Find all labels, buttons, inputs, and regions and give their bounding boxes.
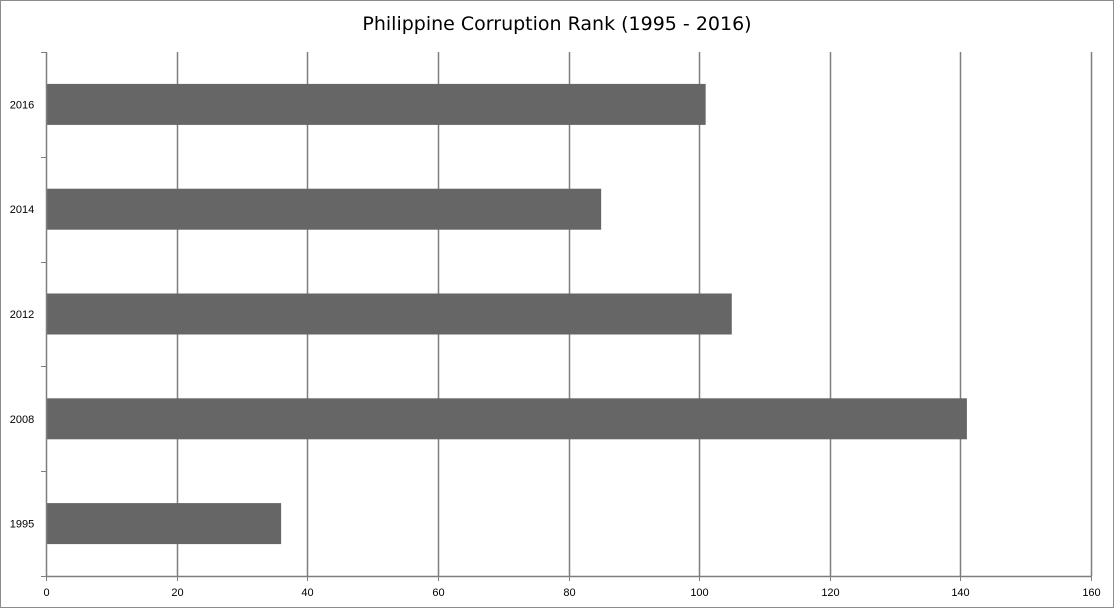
- bar-2012: [47, 293, 732, 335]
- tick-labels: 0 20 40 60 80 100 120 140 160 1995 2008 2012 2014 201…: [10, 99, 1101, 599]
- bar-2008: [47, 398, 967, 440]
- bar-2014: [47, 188, 602, 230]
- bar-2016: [47, 83, 706, 125]
- y-tick-label-2012: 2012: [10, 309, 34, 321]
- chart-title: Philippine Corruption Rank (1995 - 2016): [362, 13, 752, 35]
- x-tick-label-40: 40: [301, 587, 313, 599]
- x-tick-label-100: 100: [690, 587, 708, 599]
- x-tick-label-0: 0: [43, 587, 49, 599]
- x-tick-label-140: 140: [951, 587, 969, 599]
- axes: [41, 52, 1092, 581]
- x-tick-label-80: 80: [563, 587, 575, 599]
- bar-1995: [47, 503, 282, 545]
- x-tick-label-60: 60: [432, 587, 444, 599]
- x-tick-label-160: 160: [1082, 587, 1100, 599]
- y-tick-label-1995: 1995: [10, 519, 34, 531]
- bars: [47, 83, 967, 545]
- y-tick-label-2008: 2008: [10, 414, 34, 426]
- x-tick-label-120: 120: [821, 587, 839, 599]
- x-tick-label-20: 20: [171, 587, 183, 599]
- y-tick-label-2014: 2014: [10, 204, 34, 216]
- y-tick-label-2016: 2016: [10, 99, 34, 111]
